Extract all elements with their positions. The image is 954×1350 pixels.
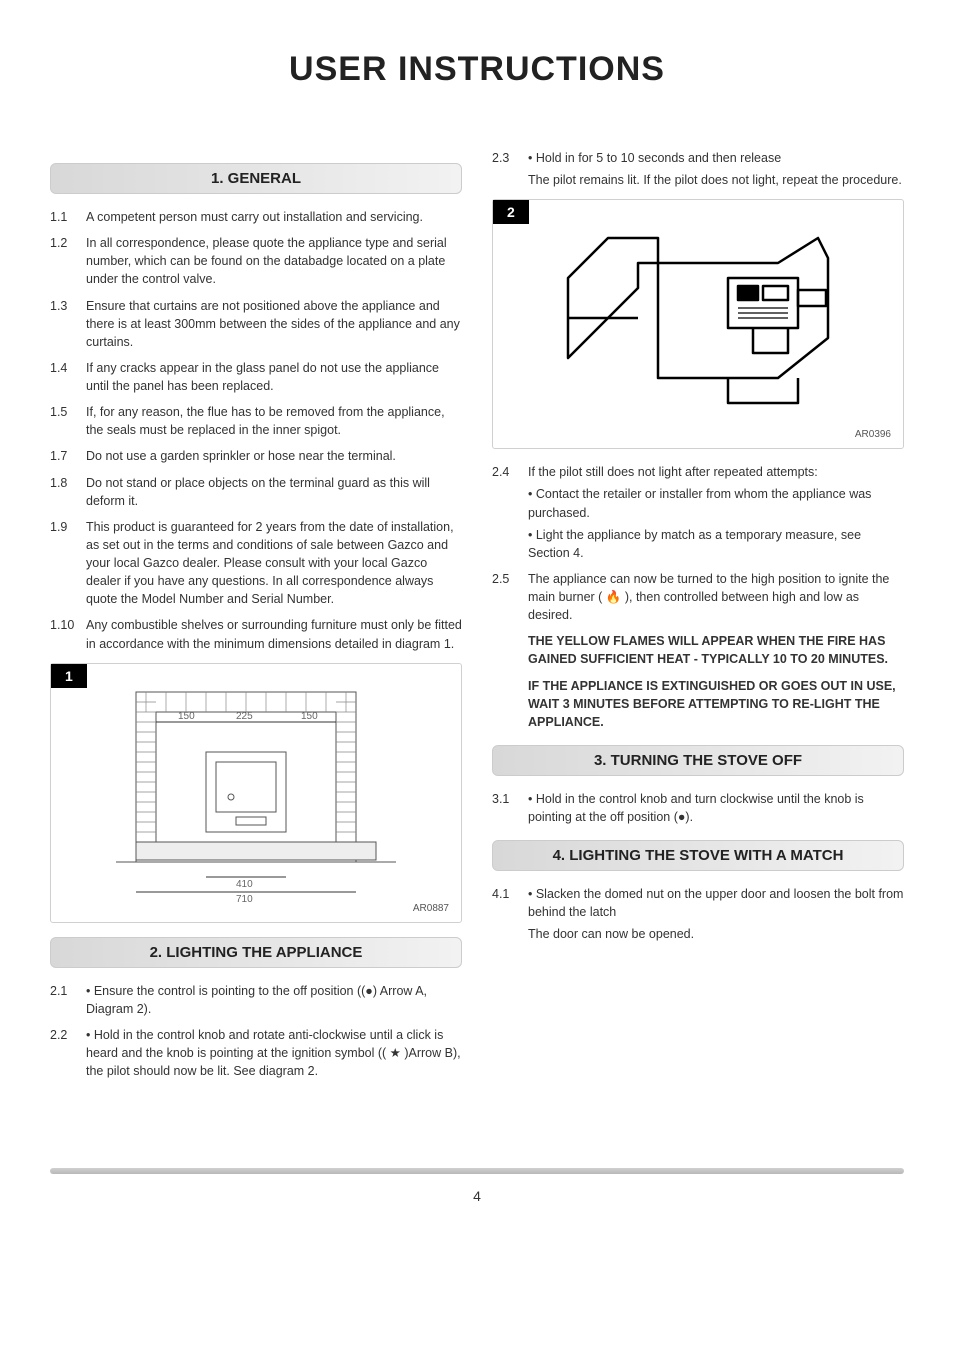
diagram-2-svg [528, 218, 868, 418]
item-2-1: 2.1 • Ensure the control is pointing to … [50, 982, 462, 1018]
item-body: • Hold in the control knob and rotate an… [86, 1026, 462, 1080]
item-body: • Ensure the control is pointing to the … [86, 982, 462, 1018]
item-body: If, for any reason, the flue has to be r… [86, 403, 462, 439]
item-1-8: 1.8 Do not stand or place objects on the… [50, 474, 462, 510]
item-body: The appliance can now be turned to the h… [528, 570, 904, 624]
item-num: 2.4 [492, 463, 528, 562]
note-wait-3min: IF THE APPLIANCE IS EXTINGUISHED OR GOES… [528, 677, 904, 731]
item-body: If the pilot still does not light after … [528, 463, 904, 562]
item-2-4-sub1: • Contact the retailer or installer from… [528, 485, 904, 521]
item-1-1: 1.1 A competent person must carry out in… [50, 208, 462, 226]
item-4-1: 4.1 • Slacken the domed nut on the upper… [492, 885, 904, 943]
item-num: 1.9 [50, 518, 86, 609]
dim-410: 410 [236, 879, 253, 890]
item-body: In all correspondence, please quote the … [86, 234, 462, 288]
item-1-3: 1.3 Ensure that curtains are not positio… [50, 297, 462, 351]
item-body: • Hold in for 5 to 10 seconds and then r… [528, 149, 904, 189]
dim-225: 225 [236, 711, 253, 722]
dim-150l: 150 [178, 711, 195, 722]
diagram-1-svg: 150 225 150 410 710 [96, 682, 416, 902]
item-num: 1.5 [50, 403, 86, 439]
item-2-3: 2.3 • Hold in for 5 to 10 seconds and th… [492, 149, 904, 189]
item-body: If any cracks appear in the glass panel … [86, 359, 462, 395]
item-2-2: 2.2 • Hold in the control knob and rotat… [50, 1026, 462, 1080]
item-3-1: 3.1 • Hold in the control knob and turn … [492, 790, 904, 826]
item-num: 4.1 [492, 885, 528, 943]
page-number: 4 [50, 1188, 904, 1204]
item-body: • Slacken the domed nut on the upper doo… [528, 885, 904, 943]
item-num: 2.5 [492, 570, 528, 624]
section-match-heading: 4. LIGHTING THE STOVE WITH A MATCH [492, 840, 904, 871]
item-4-1-sub: The door can now be opened. [528, 925, 904, 943]
page-title: USER INSTRUCTIONS [50, 50, 904, 89]
item-1-7: 1.7 Do not use a garden sprinkler or hos… [50, 447, 462, 465]
item-1-10: 1.10 Any combustible shelves or surround… [50, 616, 462, 652]
item-1-5: 1.5 If, for any reason, the flue has to … [50, 403, 462, 439]
item-2-5: 2.5 The appliance can now be turned to t… [492, 570, 904, 624]
item-body: Ensure that curtains are not positioned … [86, 297, 462, 351]
diagram-1-ref: AR0887 [413, 903, 449, 914]
item-2-4-sub2: • Light the appliance by match as a temp… [528, 526, 904, 562]
diagram-2-badge: 2 [493, 200, 529, 224]
item-num: 1.8 [50, 474, 86, 510]
diagram-1-badge: 1 [51, 664, 87, 688]
footer-bar [50, 1168, 904, 1174]
item-2-4-text: If the pilot still does not light after … [528, 465, 818, 479]
item-body: • Hold in the control knob and turn cloc… [528, 790, 904, 826]
item-2-3-sub: The pilot remains lit. If the pilot does… [528, 171, 904, 189]
dim-150r: 150 [301, 711, 318, 722]
item-body: This product is guaranteed for 2 years f… [86, 518, 462, 609]
item-num: 1.7 [50, 447, 86, 465]
item-num: 1.2 [50, 234, 86, 288]
content-columns: 1. GENERAL 1.1 A competent person must c… [50, 149, 904, 1088]
diagram-2-ref: AR0396 [855, 429, 891, 440]
item-num: 3.1 [492, 790, 528, 826]
dim-710: 710 [236, 894, 253, 902]
section-off-heading: 3. TURNING THE STOVE OFF [492, 745, 904, 776]
item-num: 2.1 [50, 982, 86, 1018]
left-column: 1. GENERAL 1.1 A competent person must c… [50, 149, 462, 1088]
section-lighting-heading: 2. LIGHTING THE APPLIANCE [50, 937, 462, 968]
right-column: 2.3 • Hold in for 5 to 10 seconds and th… [492, 149, 904, 1088]
item-num: 1.3 [50, 297, 86, 351]
item-num: 2.3 [492, 149, 528, 189]
item-num: 1.4 [50, 359, 86, 395]
item-body: A competent person must carry out instal… [86, 208, 462, 226]
diagram-1: 1 [50, 663, 462, 923]
item-1-9: 1.9 This product is guaranteed for 2 yea… [50, 518, 462, 609]
item-num: 2.2 [50, 1026, 86, 1080]
note-yellow-flames: THE YELLOW FLAMES WILL APPEAR WHEN THE F… [528, 632, 904, 668]
item-num: 1.10 [50, 616, 86, 652]
section-general-heading: 1. GENERAL [50, 163, 462, 194]
item-2-4: 2.4 If the pilot still does not light af… [492, 463, 904, 562]
item-1-4: 1.4 If any cracks appear in the glass pa… [50, 359, 462, 395]
item-2-3-text: • Hold in for 5 to 10 seconds and then r… [528, 151, 781, 165]
item-num: 1.1 [50, 208, 86, 226]
item-1-2: 1.2 In all correspondence, please quote … [50, 234, 462, 288]
item-4-1-text: • Slacken the domed nut on the upper doo… [528, 887, 903, 919]
item-body: Do not use a garden sprinkler or hose ne… [86, 447, 462, 465]
item-body: Any combustible shelves or surrounding f… [86, 616, 462, 652]
item-body: Do not stand or place objects on the ter… [86, 474, 462, 510]
diagram-2: 2 [492, 199, 904, 449]
